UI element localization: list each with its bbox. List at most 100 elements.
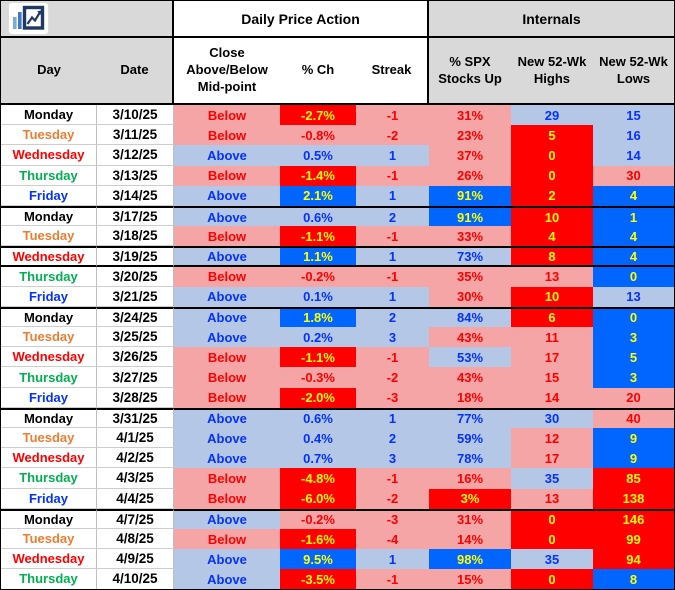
spx-up-cell: 31% <box>429 105 511 126</box>
close-cell: Above <box>174 407 280 428</box>
lows-cell: 0 <box>593 306 674 328</box>
close-cell: Below <box>174 165 280 186</box>
date-cell: 4/2/25 <box>97 448 174 469</box>
day-cell: Thursday <box>1 468 97 489</box>
table-row: Friday 3/14/25 Above 2.1% 1 91% 2 4 <box>1 185 674 206</box>
lows-cell: 16 <box>593 125 674 146</box>
date-cell: 4/4/25 <box>97 488 174 509</box>
highs-cell: 5 <box>511 125 593 146</box>
close-cell: Above <box>174 286 280 307</box>
date-cell: 3/14/25 <box>97 185 174 206</box>
day-cell: Wednesday <box>1 347 97 368</box>
lows-cell: 20 <box>593 387 674 408</box>
table-row: Thursday 3/13/25 Below -1.4% -1 26% 0 30 <box>1 165 674 186</box>
lows-cell: 15 <box>593 105 674 126</box>
close-cell: Below <box>174 468 280 489</box>
highs-cell: 8 <box>511 246 593 267</box>
highs-cell: 35 <box>511 549 593 570</box>
spx-up-cell: 26% <box>429 165 511 186</box>
pct-change-cell: -1.6% <box>280 528 356 550</box>
table-row: Tuesday 3/25/25 Above 0.2% 3 43% 11 3 <box>1 327 674 348</box>
col-header-spx-stocks-up: % SPX Stocks Up <box>429 38 511 103</box>
lows-cell: 4 <box>593 185 674 206</box>
lows-cell: 85 <box>593 468 674 489</box>
highs-cell: 0 <box>511 145 593 166</box>
streak-cell: 1 <box>356 286 429 307</box>
lows-cell: 4 <box>593 226 674 247</box>
lows-cell: 1 <box>593 205 674 227</box>
close-cell: Above <box>174 508 280 529</box>
highs-cell: 17 <box>511 448 593 469</box>
highs-cell: 35 <box>511 468 593 489</box>
pct-change-cell: -3.5% <box>280 569 356 589</box>
streak-cell: -2 <box>356 125 429 146</box>
table-row: Monday 3/10/25 Below -2.7% -1 31% 29 15 <box>1 105 674 126</box>
table-row: Tuesday 4/8/25 Below -1.6% -4 14% 0 99 <box>1 528 674 550</box>
streak-cell: -1 <box>356 347 429 368</box>
pct-change-cell: -0.2% <box>280 508 356 529</box>
day-cell: Monday <box>1 508 97 529</box>
lows-cell: 13 <box>593 286 674 307</box>
streak-cell: 1 <box>356 549 429 570</box>
logo-cell <box>1 1 174 36</box>
highs-cell: 0 <box>511 165 593 186</box>
table-row: Tuesday 3/18/25 Below -1.1% -1 33% 4 4 <box>1 226 674 247</box>
col-header-close-above-below: Close Above/Below Mid-point <box>174 38 280 103</box>
group-header-internals: Internals <box>429 1 674 36</box>
spx-up-cell: 53% <box>429 347 511 368</box>
bar-chart-logo-icon <box>8 2 49 35</box>
lows-cell: 3 <box>593 367 674 388</box>
lows-cell: 4 <box>593 246 674 267</box>
highs-cell: 12 <box>511 428 593 449</box>
highs-cell: 4 <box>511 226 593 247</box>
spx-up-cell: 35% <box>429 266 511 287</box>
date-cell: 4/9/25 <box>97 549 174 570</box>
col-header-new-52wk-highs: New 52-Wk Highs <box>511 38 593 103</box>
spx-up-cell: 3% <box>429 488 511 509</box>
day-cell: Tuesday <box>1 428 97 449</box>
spx-up-cell: 59% <box>429 428 511 449</box>
lows-cell: 8 <box>593 569 674 589</box>
highs-cell: 10 <box>511 286 593 307</box>
day-cell: Friday <box>1 286 97 307</box>
date-cell: 3/25/25 <box>97 327 174 348</box>
day-cell: Monday <box>1 105 97 126</box>
highs-cell: 30 <box>511 407 593 428</box>
table-row: Thursday 4/3/25 Below -4.8% -1 16% 35 85 <box>1 468 674 489</box>
streak-cell: 2 <box>356 306 429 328</box>
day-cell: Monday <box>1 407 97 428</box>
spx-up-cell: 18% <box>429 387 511 408</box>
pct-change-cell: 0.7% <box>280 448 356 469</box>
spx-up-cell: 43% <box>429 367 511 388</box>
streak-cell: -4 <box>356 528 429 550</box>
table-row: Friday 4/4/25 Below -6.0% -2 3% 13 138 <box>1 488 674 509</box>
highs-cell: 13 <box>511 266 593 287</box>
lows-cell: 3 <box>593 327 674 348</box>
date-cell: 3/28/25 <box>97 387 174 408</box>
spx-up-cell: 78% <box>429 448 511 469</box>
day-cell: Friday <box>1 185 97 206</box>
lows-cell: 30 <box>593 165 674 186</box>
close-cell: Below <box>174 226 280 247</box>
streak-cell: -3 <box>356 508 429 529</box>
close-cell: Above <box>174 549 280 570</box>
day-cell: Wednesday <box>1 549 97 570</box>
date-cell: 3/18/25 <box>97 226 174 247</box>
lows-cell: 14 <box>593 145 674 166</box>
date-cell: 3/31/25 <box>97 407 174 428</box>
streak-cell: 2 <box>356 205 429 227</box>
close-cell: Above <box>174 246 280 267</box>
day-cell: Thursday <box>1 569 97 589</box>
streak-cell: 1 <box>356 246 429 267</box>
table-body: Monday 3/10/25 Below -2.7% -1 31% 29 15 Tuesday 3… <box>1 105 674 589</box>
highs-cell: 15 <box>511 367 593 388</box>
day-cell: Thursday <box>1 266 97 287</box>
close-cell: Above <box>174 185 280 206</box>
streak-cell: 1 <box>356 407 429 428</box>
spx-up-cell: 23% <box>429 125 511 146</box>
date-cell: 3/21/25 <box>97 286 174 307</box>
table-row: Friday 3/28/25 Below -2.0% -3 18% 14 20 <box>1 387 674 408</box>
day-cell: Tuesday <box>1 528 97 550</box>
pct-change-cell: 0.5% <box>280 145 356 166</box>
lows-cell: 9 <box>593 428 674 449</box>
